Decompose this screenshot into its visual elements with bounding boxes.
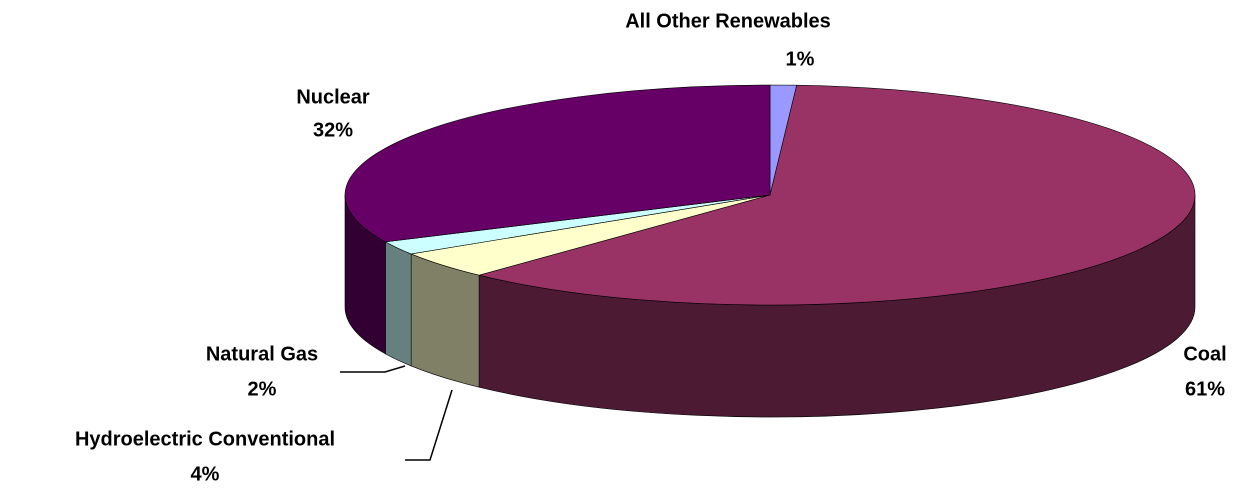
pie-slice [344, 84, 771, 243]
labels: All Other Renewables 1% Coal 61% Hydroelectr… [75, 10, 1227, 485]
pie-side [410, 253, 480, 388]
value-label: 2% [248, 378, 277, 400]
value-label: 61% [1185, 378, 1225, 400]
value-label: 32% [313, 119, 353, 141]
pie-sides [344, 194, 1196, 418]
slice-label: Natural Gas [206, 343, 318, 365]
pie-slice [477, 84, 1196, 306]
leader-line [405, 389, 453, 461]
pie-side [385, 241, 412, 367]
slice-label: All Other Renewables [625, 10, 831, 32]
leader-line [340, 365, 406, 373]
pie-tops [344, 84, 1196, 306]
value-label: 4% [191, 463, 220, 485]
slice-label: Coal [1183, 343, 1226, 365]
slice-label: Hydroelectric Conventional [75, 428, 335, 450]
slice-label: Nuclear [296, 86, 370, 108]
value-label: 1% [786, 48, 815, 70]
